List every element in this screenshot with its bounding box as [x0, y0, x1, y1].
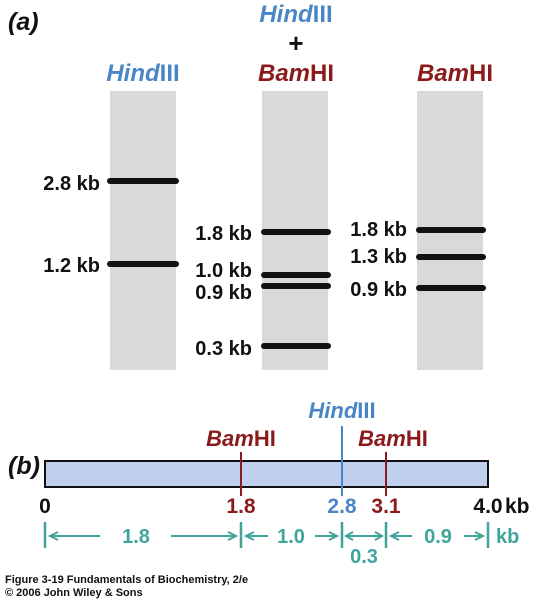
position-1.8: 1.8 — [226, 495, 256, 518]
lane1-header: HindIII — [106, 60, 179, 87]
position-3.1: 3.1 — [371, 495, 401, 518]
segment-ticks — [43, 522, 490, 548]
segment-label-3: 0.3 — [350, 546, 378, 568]
site-label-hindiii: HindIII — [308, 398, 375, 423]
band-label-double-1.0: 1.0 kb — [195, 260, 252, 282]
gel-lane-hind — [110, 91, 176, 370]
band-label-bam-1.8: 1.8 kb — [350, 219, 407, 241]
band-label-double-0.3: 0.3 kb — [195, 338, 252, 360]
band-label-double-1.8: 1.8 kb — [195, 223, 252, 245]
position-2.8: 2.8 — [327, 495, 357, 518]
site-label-bamhi-1: BamHI — [206, 426, 276, 451]
panel-a-label: (a) — [8, 8, 39, 36]
band-label-hind-2.8: 2.8 kb — [43, 173, 100, 195]
copyright-line: © 2006 John Wiley & Sons — [5, 587, 143, 599]
figure-caption: Figure 3-19 Fundamentals of Biochemistry… — [5, 574, 248, 586]
site-label-bamhi-2: BamHI — [358, 426, 428, 451]
lane2-header-bam: BamHI — [258, 60, 334, 87]
segment-unit: kb — [496, 526, 519, 548]
lane2-header-hind: HindIII — [259, 1, 332, 28]
panel-b-label: (b) — [8, 452, 40, 480]
position-unit: kb — [505, 495, 530, 518]
band-label-hind-1.2: 1.2 kb — [43, 255, 100, 277]
segment-label-4: 0.9 — [424, 526, 452, 548]
dna-map-bar — [44, 460, 489, 488]
lane3-header: BamHI — [417, 60, 493, 87]
segment-arrows — [47, 531, 486, 541]
segment-label-2: 1.0 — [277, 526, 305, 548]
band-label-bam-0.9: 0.9 kb — [350, 279, 407, 301]
band-label-bam-1.3: 1.3 kb — [350, 246, 407, 268]
position-4.0: 4.0 — [473, 495, 502, 518]
segment-label-1: 1.8 — [122, 526, 150, 548]
band-label-double-0.9: 0.9 kb — [195, 282, 252, 304]
lane2-header-plus: + — [288, 28, 303, 58]
position-0: 0 — [39, 495, 51, 518]
